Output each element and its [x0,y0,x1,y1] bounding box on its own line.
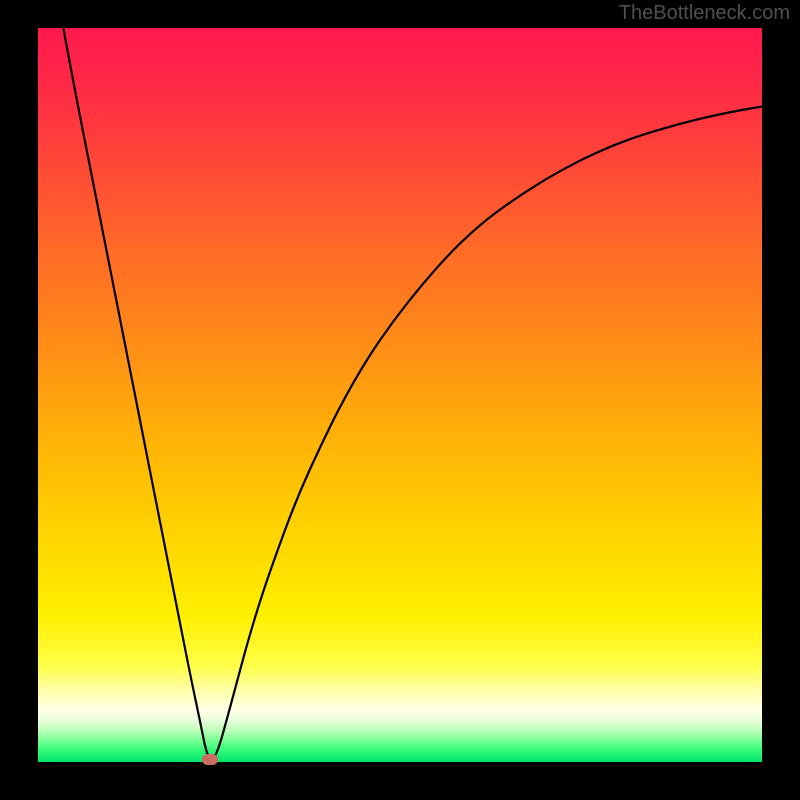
chart-container: TheBottleneck.com [0,0,800,800]
plot-area [38,28,762,762]
bottleneck-curve [63,28,762,759]
watermark-text: TheBottleneck.com [619,2,790,25]
minimum-marker [202,754,218,765]
curve-svg [38,28,762,762]
